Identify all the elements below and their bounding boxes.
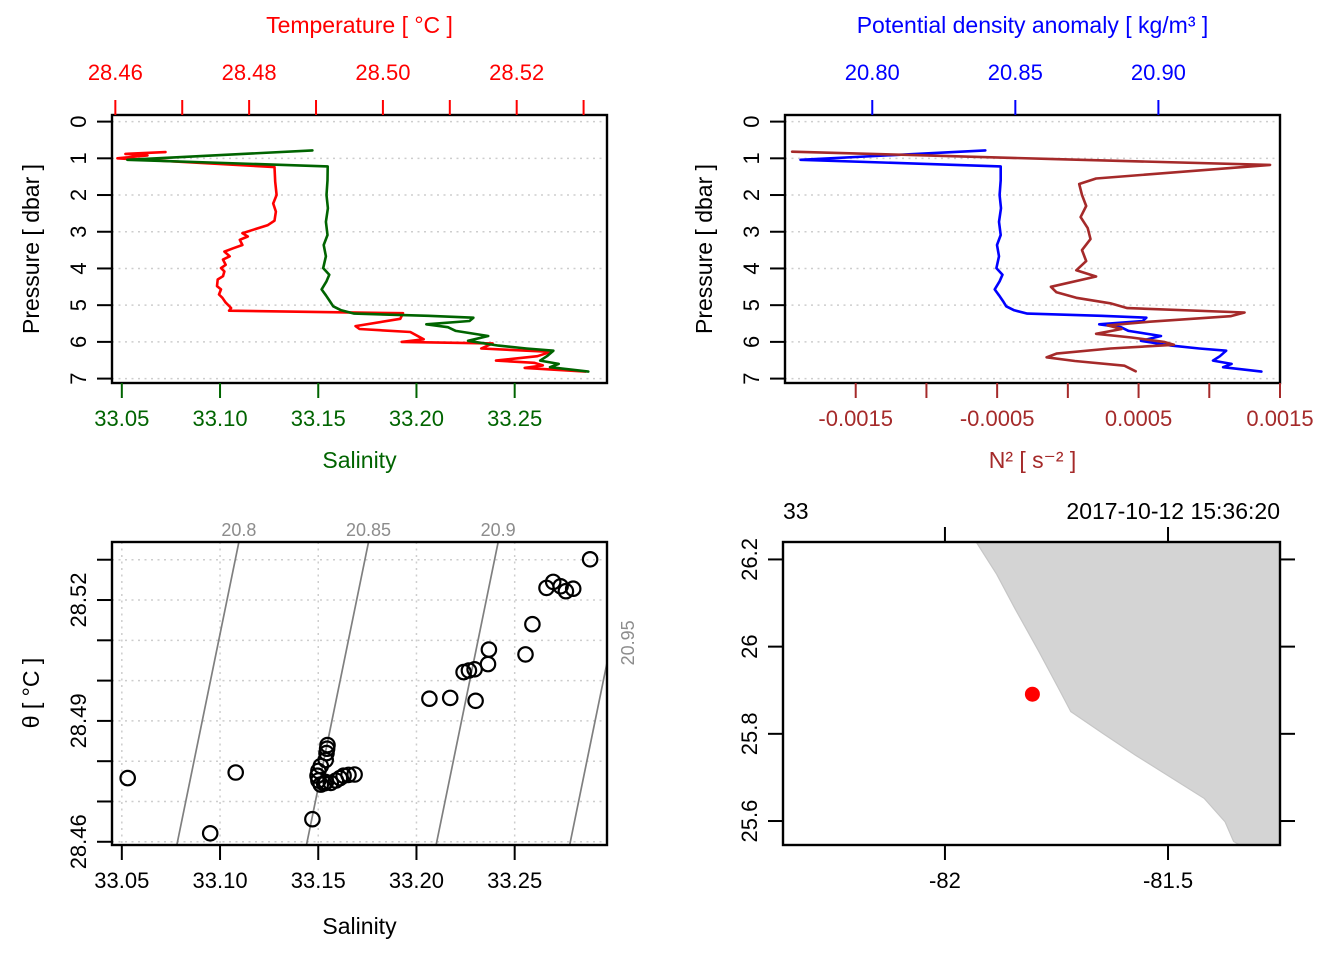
tick-label: 7	[739, 372, 764, 384]
tick-label: 33.15	[291, 868, 346, 893]
tick-label: 28.46	[66, 814, 91, 869]
isopycnal-line	[435, 542, 500, 845]
station-map-frame	[781, 540, 1282, 847]
ts-diagram-frame	[110, 540, 609, 847]
tick-label: 1	[739, 152, 764, 164]
tick-label: 0.0015	[1246, 406, 1313, 431]
tick-label: 25.8	[737, 712, 762, 755]
ts-point	[441, 689, 459, 707]
tick-label: 6	[66, 336, 91, 348]
station-number-label: 33	[783, 498, 809, 524]
ts-point	[524, 615, 541, 633]
tick-label: 3	[739, 226, 764, 238]
tick-label: 0	[66, 115, 91, 127]
land-polygon	[975, 542, 1280, 845]
tick-label: 20.95	[618, 620, 638, 665]
tick-label: 33.20	[389, 868, 444, 893]
density-curve	[799, 149, 1263, 373]
tick-label: -0.0005	[960, 406, 1035, 431]
salinity-axis-title: Salinity	[322, 447, 397, 473]
tick-label: 26.2	[737, 538, 762, 581]
ts-point	[517, 646, 534, 663]
ts-point	[552, 577, 569, 595]
tick-label: 20.80	[845, 60, 900, 85]
ts-point	[340, 766, 357, 784]
n2-curve	[790, 150, 1272, 373]
tick-label: 28.52	[489, 60, 544, 85]
temperature-curve	[116, 150, 587, 373]
tick-label: -81.5	[1143, 868, 1193, 893]
ts-point	[227, 764, 244, 781]
tick-label: 0.0005	[1105, 406, 1172, 431]
profile-temp-sal-series	[116, 149, 590, 373]
tick-label: -0.0015	[818, 406, 893, 431]
ts-point	[421, 690, 438, 707]
ts-point	[557, 582, 575, 600]
tick-label: 3	[66, 226, 91, 238]
tick-label: 2	[739, 189, 764, 201]
tick-label: 0	[739, 115, 764, 127]
isopycnal-line	[175, 542, 240, 845]
ts-salinity-axis-title: Salinity	[322, 913, 397, 939]
density-axis-title: Potential density anomaly [ kg/m³ ]	[856, 12, 1209, 38]
n2-axis-title: N² [ s⁻² ]	[988, 447, 1077, 473]
map-layers	[975, 542, 1280, 845]
tick-label: 1	[66, 152, 91, 164]
ts-point	[331, 769, 349, 787]
station-marker	[1024, 686, 1040, 702]
tick-label: 33.15	[291, 406, 346, 431]
profile-density-n2-series	[790, 149, 1272, 373]
temperature-axis-title: Temperature [ °C ]	[266, 12, 453, 38]
tick-label: 33.25	[487, 406, 542, 431]
ts-point	[119, 769, 136, 787]
profile-temp-sal-frame	[110, 113, 609, 385]
profile-density-n2-frame	[783, 113, 1282, 385]
ts-point	[479, 655, 497, 673]
tick-label: 25.6	[737, 800, 762, 843]
isopycnal-label: 20.85	[346, 520, 391, 540]
tick-label: 26	[737, 634, 762, 658]
station-datetime-label: 2017-10-12 15:36:20	[1066, 498, 1280, 524]
tick-label: 28.48	[222, 60, 277, 85]
tick-label: 7	[66, 372, 91, 384]
tick-label: 5	[66, 299, 91, 311]
ts-point	[304, 810, 321, 828]
tick-label: 33.20	[389, 406, 444, 431]
tick-label: 5	[739, 299, 764, 311]
isopycnal-lines	[175, 542, 607, 845]
tick-label: 28.52	[66, 572, 91, 627]
ts-point	[467, 692, 484, 710]
salinity-curve	[126, 149, 590, 373]
tick-label: 20.90	[1131, 60, 1186, 85]
ts-point	[480, 641, 498, 658]
pressure-axis-title-left: Pressure [ dbar ]	[18, 163, 44, 335]
isopycnal-label: 20.8	[221, 520, 256, 540]
tick-label: 6	[739, 336, 764, 348]
ts-point	[564, 580, 582, 597]
tick-label: 28.46	[88, 60, 143, 85]
tick-label: 33.05	[94, 406, 149, 431]
isopycnal-label: 20.9	[481, 520, 516, 540]
tick-label: 4	[66, 262, 91, 274]
tick-label: 33.25	[487, 868, 542, 893]
tick-label: 33.05	[94, 868, 149, 893]
theta-axis-title: θ [ °C ]	[18, 657, 44, 729]
ts-point	[201, 824, 219, 842]
tick-label: -82	[929, 868, 961, 893]
tick-label: 28.50	[355, 60, 410, 85]
tick-label: 33.10	[193, 406, 248, 431]
tick-label: 20.85	[988, 60, 1043, 85]
tick-label: 2	[66, 189, 91, 201]
ts-point	[346, 766, 363, 783]
ts-point	[581, 550, 599, 568]
pressure-axis-title-right: Pressure [ dbar ]	[691, 163, 717, 335]
tick-label: 33.10	[193, 868, 248, 893]
isopycnal-line	[305, 542, 370, 845]
tick-label: 4	[739, 262, 764, 274]
isopycnal-line	[568, 658, 607, 845]
tick-label: 28.49	[66, 693, 91, 748]
